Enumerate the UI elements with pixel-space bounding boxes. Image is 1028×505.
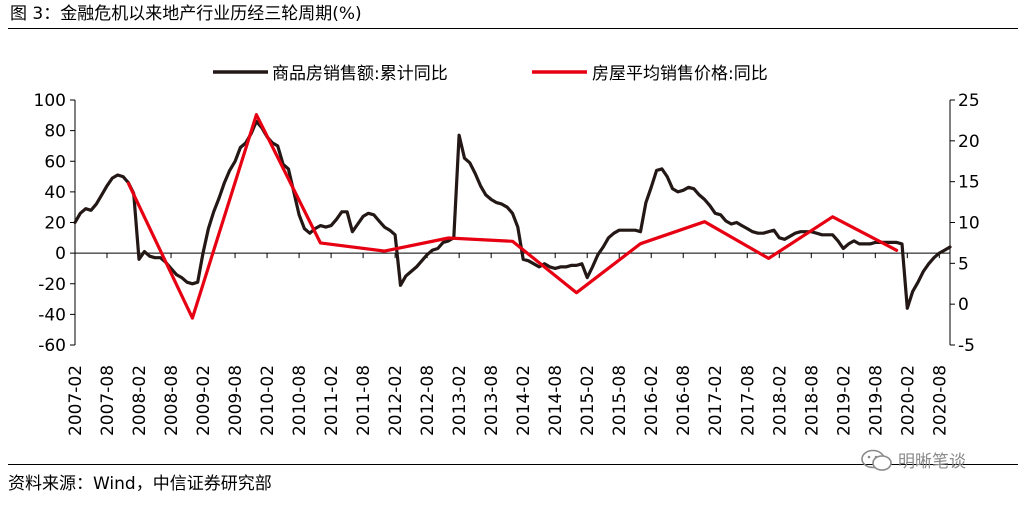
right-tick-label: 10	[958, 214, 980, 234]
x-tick-label: 2008-02	[130, 365, 150, 436]
left-tick-label: -40	[38, 305, 66, 325]
right-tick-label: 5	[958, 254, 969, 274]
series-line-sales	[73, 119, 952, 310]
left-tick-label: 100	[34, 91, 66, 111]
x-tick-label: 2017-02	[706, 365, 726, 436]
x-tick-label: 2020-08	[930, 365, 950, 436]
title-divider	[8, 28, 1018, 29]
x-tick-label: 2016-08	[674, 365, 694, 436]
wechat-icon	[861, 449, 892, 471]
left-tick-label: 80	[44, 122, 66, 142]
x-tick-label: 2008-08	[162, 365, 182, 436]
left-tick-label: 60	[44, 152, 66, 172]
right-tick-label: 15	[958, 173, 980, 193]
x-tick-label: 2013-02	[450, 365, 470, 436]
x-tick-label: 2014-02	[514, 365, 534, 436]
watermark-text: 明晰笔谈	[898, 452, 966, 472]
x-tick-label: 2013-08	[482, 365, 502, 436]
watermark: 明晰笔谈	[860, 447, 966, 472]
left-tick-label: -20	[38, 275, 66, 295]
x-tick-label: 2017-08	[738, 365, 758, 436]
x-tick-label: 2009-08	[226, 365, 246, 436]
legend-label-sales: 商品房销售额:累计同比	[272, 64, 448, 84]
series-line-price	[126, 113, 899, 320]
right-tick-label: 25	[958, 91, 980, 111]
x-tick-label: 2014-08	[546, 365, 566, 436]
right-tick-label: -5	[958, 336, 975, 356]
left-tick-label: 0	[55, 244, 66, 264]
x-tick-label: 2016-02	[642, 365, 662, 436]
right-tick-label: 20	[958, 132, 980, 152]
chart-title: 图 3：金融危机以来地产行业历经三轮周期(%)	[10, 4, 362, 24]
x-tick-label: 2010-02	[258, 365, 278, 436]
x-tick-label: 2007-02	[66, 365, 86, 436]
left-tick-label: 20	[44, 214, 66, 234]
x-tick-label: 2011-08	[354, 365, 374, 436]
x-tick-label: 2012-08	[418, 365, 438, 436]
chart: 商品房销售额:累计同比 房屋平均销售价格:同比 100806040200-20-…	[34, 64, 980, 436]
source-note: 资料来源：Wind，中信证券研究部	[8, 474, 272, 494]
x-tick-label: 2011-02	[322, 365, 342, 436]
x-tick-label: 2020-02	[898, 365, 918, 436]
source-divider	[8, 464, 1018, 465]
legend-label-price: 房屋平均销售价格:同比	[592, 64, 768, 84]
x-tick-label: 2015-08	[610, 365, 630, 436]
series-layer	[73, 113, 952, 320]
legend: 商品房销售额:累计同比 房屋平均销售价格:同比	[213, 64, 768, 84]
x-tick-label: 2009-02	[194, 365, 214, 436]
x-tick-label: 2019-02	[834, 365, 854, 436]
right-tick-label: 0	[958, 295, 969, 315]
x-tick-label: 2007-08	[98, 365, 118, 436]
axes: 100 80 60 40 20 0 -20 -40 -60 25 20 15 10 5 0 -5 2007-02…	[34, 91, 980, 436]
x-tick-label: 2015-02	[578, 365, 598, 436]
x-tick-label: 2018-08	[802, 365, 822, 436]
left-tick-label: 40	[44, 183, 66, 203]
x-tick-label: 2012-02	[386, 365, 406, 436]
x-tick-label: 2018-02	[770, 365, 790, 436]
left-tick-label: -60	[38, 336, 66, 356]
x-tick-label: 2019-08	[866, 365, 886, 436]
x-tick-label: 2010-08	[290, 365, 310, 436]
